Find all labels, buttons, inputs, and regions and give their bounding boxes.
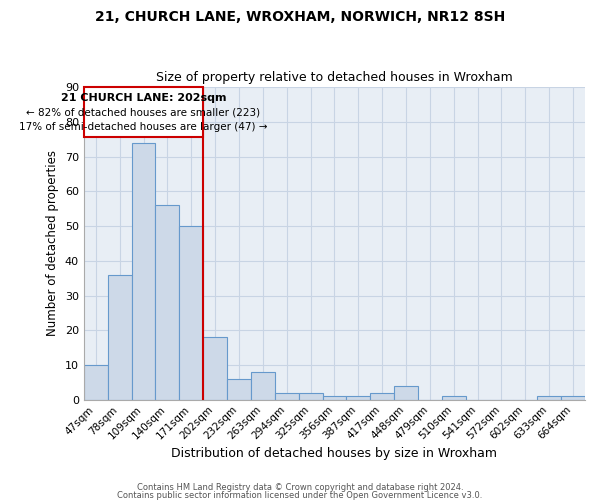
Text: 21 CHURCH LANE: 202sqm: 21 CHURCH LANE: 202sqm [61,93,226,103]
Bar [370,393,394,400]
Text: 17% of semi-detached houses are larger (47) →: 17% of semi-detached houses are larger (… [19,122,268,132]
Bar [131,142,155,400]
Text: 21, CHURCH LANE, WROXHAM, NORWICH, NR12 8SH: 21, CHURCH LANE, WROXHAM, NORWICH, NR12 … [95,10,505,24]
Bar [108,274,131,400]
Bar [251,372,275,400]
Y-axis label: Number of detached properties: Number of detached properties [46,150,59,336]
Bar [346,396,370,400]
Bar [394,386,418,400]
Bar [275,393,299,400]
Bar [227,379,251,400]
Bar [299,393,323,400]
Title: Size of property relative to detached houses in Wroxham: Size of property relative to detached ho… [156,72,513,85]
Bar [84,365,108,400]
Text: ← 82% of detached houses are smaller (223): ← 82% of detached houses are smaller (22… [26,107,260,117]
Bar [323,396,346,400]
Text: Contains public sector information licensed under the Open Government Licence v3: Contains public sector information licen… [118,490,482,500]
Bar [537,396,561,400]
Bar [561,396,585,400]
X-axis label: Distribution of detached houses by size in Wroxham: Distribution of detached houses by size … [172,447,497,460]
Bar [203,337,227,400]
FancyBboxPatch shape [84,87,203,138]
Bar [155,205,179,400]
Text: Contains HM Land Registry data © Crown copyright and database right 2024.: Contains HM Land Registry data © Crown c… [137,484,463,492]
Bar [442,396,466,400]
Bar [179,226,203,400]
